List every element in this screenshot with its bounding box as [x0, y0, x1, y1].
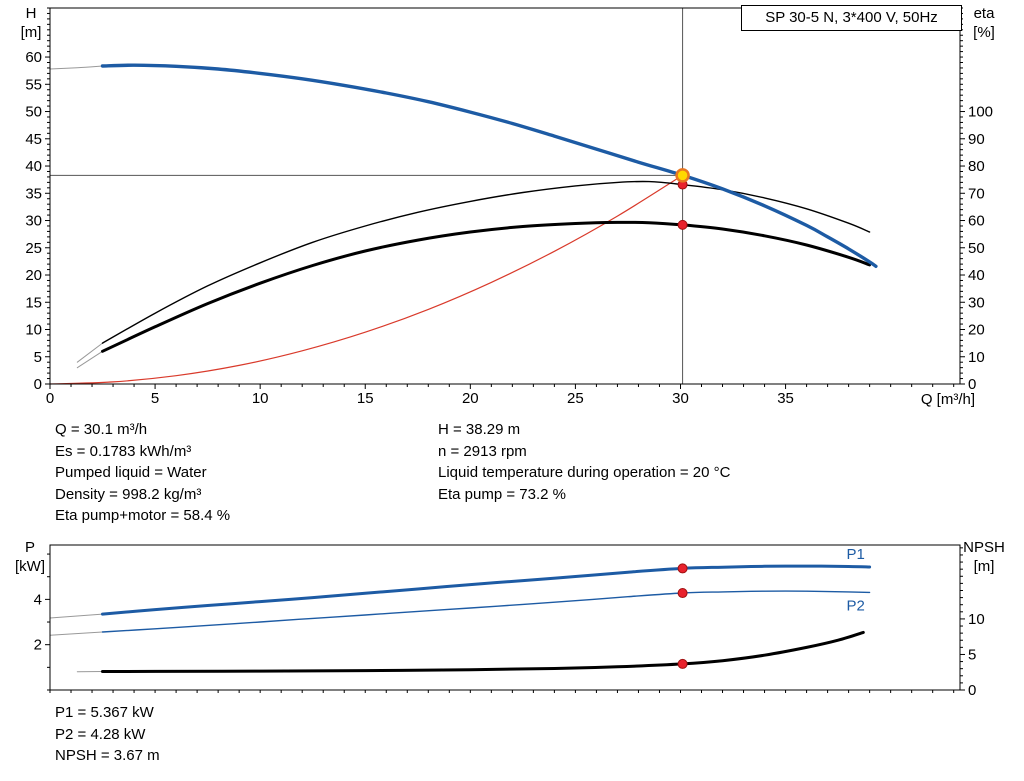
p1-curve-lead — [49, 613, 103, 619]
result-npsh: NPSH = 3.67 m — [55, 747, 160, 764]
info-density: Density = 998.2 kg/m³ — [55, 485, 202, 503]
qh-eta-chart-canvas: 0 5 10 15 20 25 30 35 0 5 10 15 20 25 30 35 40 45 50 55 60 0 1… — [25, 7, 993, 407]
p2-point-marker — [677, 588, 688, 599]
info-panel-right-column: H = 38.29 m n = 2913 rpm Liquid temperat… — [438, 419, 730, 505]
p-axis-unit: [kW] — [15, 558, 45, 575]
info-head: H = 38.29 m — [438, 421, 521, 438]
duty-point-marker — [675, 168, 690, 183]
pump-title-box: SP 30-5 N, 3*400 V, 50Hz — [741, 5, 962, 31]
info-eta-pump-motor: Eta pump+motor = 58.4 % — [55, 507, 231, 524]
p2-curve-lead — [49, 631, 103, 636]
x-tick-label: 30 — [672, 390, 689, 407]
p-axis-title: P [kW] — [10, 538, 50, 576]
y-tick-label: 30 — [968, 294, 985, 311]
system-curve — [49, 174, 684, 385]
power-npsh-chart-canvas: 2 4 0 5 10 P1 P2 — [34, 544, 985, 699]
x-tick-label: 25 — [567, 390, 584, 407]
results-panel: P1 = 5.367 kW P2 = 4.28 kW NPSH = 3.67 m — [55, 702, 160, 767]
p1-curve — [101, 564, 872, 616]
y-tick-label: 90 — [968, 131, 985, 148]
y-tick-label: 60 — [25, 49, 42, 66]
h-axis-name: H — [25, 5, 37, 22]
y-tick-label: 70 — [968, 185, 985, 202]
y-tick-label: 0 — [34, 376, 42, 393]
npsh-curve — [101, 630, 865, 673]
info-eta-pump: Eta pump = 73.2 % — [438, 485, 566, 503]
y-tick-label: 0 — [968, 682, 976, 699]
head-curve — [100, 63, 878, 268]
y-tick-label: 40 — [25, 158, 42, 175]
y-tick-label: 50 — [968, 240, 985, 257]
y-tick-label: 20 — [25, 267, 42, 284]
info-flow: Q = 30.1 m³/h — [55, 421, 148, 438]
info-specific-energy: Es = 0.1783 kWh/m³ — [55, 442, 192, 460]
y-tick-label: 2 — [34, 637, 42, 654]
plot-border — [49, 544, 961, 691]
y-tick-label: 5 — [34, 349, 42, 366]
eta-axis-title: eta [%] — [962, 4, 1006, 42]
y-tick-label: 60 — [968, 213, 985, 230]
p2-curve-label: P2 — [847, 598, 865, 615]
y-tick-label: 40 — [968, 267, 985, 284]
x-tick-label: 20 — [462, 390, 479, 407]
h-axis-title: H [m] — [12, 4, 50, 42]
y-tick-label: 10 — [25, 322, 42, 339]
q-axis-title: Q [m³/h] — [920, 391, 975, 408]
eta-pump-curve — [101, 180, 871, 344]
eta-pump-curve-lead — [76, 342, 103, 363]
y-tick-label: 35 — [25, 185, 42, 202]
x-tick-label: 5 — [151, 390, 159, 407]
y-tick-label: 5 — [968, 646, 976, 663]
x-tick-label: 10 — [252, 390, 269, 407]
eta-pump-motor-curve-lead — [76, 350, 103, 369]
y-tick-label: 80 — [968, 158, 985, 175]
npsh-axis-unit: [m] — [973, 558, 995, 575]
y-tick-label: 4 — [34, 591, 42, 608]
info-liquid-temperature: Liquid temperature during operation = 20… — [438, 464, 731, 481]
p-axis-name: P — [24, 539, 35, 556]
eta-pump-motor-point-marker — [677, 219, 688, 230]
eta-pump-motor-curve — [101, 220, 872, 353]
head-curve-lead — [49, 65, 103, 70]
info-speed: n = 2913 rpm — [438, 442, 527, 460]
npsh-axis-name: NPSH — [963, 539, 1005, 556]
result-p2: P2 = 4.28 kW — [55, 725, 146, 743]
y-tick-label: 55 — [25, 76, 42, 93]
plot-border — [49, 7, 961, 385]
p2-curve — [101, 590, 871, 633]
eta-axis-unit: [%] — [973, 24, 995, 41]
y-tick-label: 10 — [968, 349, 985, 366]
result-p1: P1 = 5.367 kW — [55, 704, 154, 721]
y-tick-label: 50 — [25, 104, 42, 121]
x-tick-label: 35 — [777, 390, 794, 407]
npsh-axis-title: NPSH [m] — [956, 538, 1012, 576]
info-pumped-liquid: Pumped liquid = Water — [55, 464, 207, 481]
y-tick-label: 15 — [25, 294, 42, 311]
y-tick-label: 20 — [968, 322, 985, 339]
y-tick-label: 45 — [25, 131, 42, 148]
y-tick-label: 10 — [968, 611, 985, 628]
p1-point-marker — [677, 563, 688, 574]
y-tick-label: 0 — [968, 376, 976, 393]
h-axis-unit: [m] — [20, 24, 42, 41]
y-tick-label: 25 — [25, 240, 42, 257]
x-tick-label: 15 — [357, 390, 374, 407]
x-tick-label: 0 — [46, 390, 54, 407]
info-panel-left-column: Q = 30.1 m³/h Es = 0.1783 kWh/m³ Pumped … — [55, 419, 230, 527]
p1-curve-label: P1 — [847, 546, 865, 563]
y-tick-label: 30 — [25, 213, 42, 230]
y-tick-label: 100 — [968, 104, 993, 121]
eta-axis-name: eta — [973, 5, 995, 22]
npsh-point-marker — [677, 658, 688, 669]
